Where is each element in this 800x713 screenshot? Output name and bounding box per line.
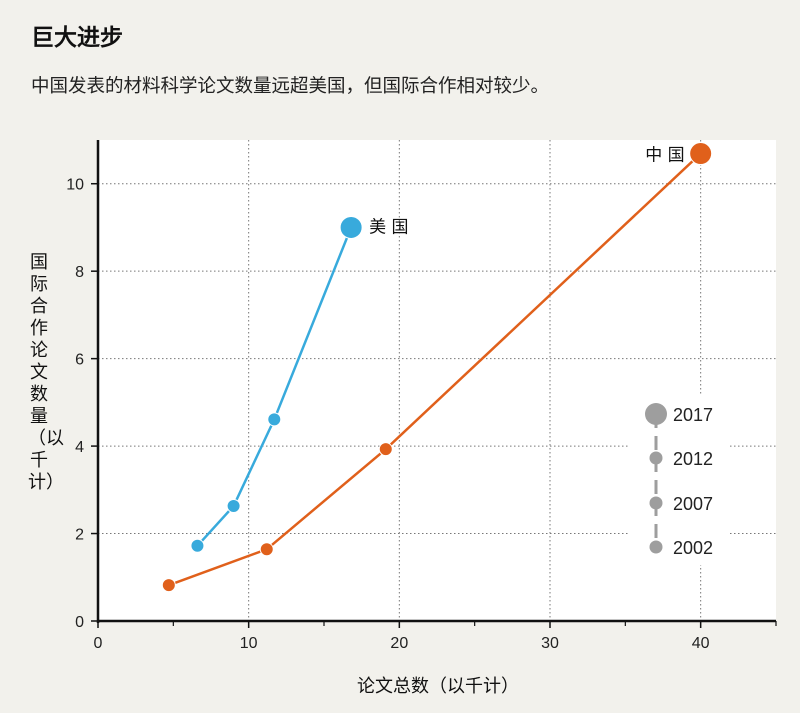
legend-marker — [649, 540, 663, 554]
series-label-usa: 美 国 — [369, 217, 408, 237]
y-tick-label: 6 — [75, 352, 84, 369]
legend-label: 2002 — [673, 538, 713, 558]
y-tick-label: 0 — [75, 614, 84, 631]
legend-label: 2017 — [673, 405, 713, 425]
y-tick-label: 2 — [75, 527, 84, 544]
data-point — [161, 578, 176, 593]
data-point — [339, 215, 363, 239]
x-tick-label: 20 — [390, 635, 408, 652]
series-label-china: 中 国 — [645, 146, 684, 166]
data-point — [226, 498, 241, 513]
y-tick-label: 8 — [75, 264, 84, 281]
data-point — [689, 142, 713, 166]
y-tick-label: 4 — [75, 439, 84, 456]
legend-label: 2007 — [673, 494, 713, 514]
x-tick-label: 30 — [541, 635, 559, 652]
legend-label: 2012 — [673, 449, 713, 469]
chart-title: 巨大进步 — [31, 25, 123, 51]
data-point — [267, 412, 282, 427]
legend-background — [630, 395, 730, 565]
x-axis-label: 论文总数（以千计） — [357, 676, 519, 697]
data-point — [378, 442, 393, 457]
series-line — [168, 152, 702, 587]
data-point — [259, 542, 274, 557]
data-point — [190, 538, 205, 553]
chart-subtitle: 中国发表的材料科学论文数量远超美国，但国际合作相对较少。 — [31, 76, 550, 97]
x-tick-label: 10 — [240, 635, 258, 652]
x-tick-label: 40 — [692, 635, 710, 652]
legend-marker — [649, 451, 663, 465]
y-tick-label: 10 — [66, 177, 84, 194]
y-axis-label: 国际合作论文数量（以千计） — [28, 252, 64, 493]
legend-marker — [645, 403, 667, 425]
series-line — [196, 226, 353, 547]
x-tick-label: 0 — [94, 635, 103, 652]
legend-marker — [649, 496, 663, 510]
